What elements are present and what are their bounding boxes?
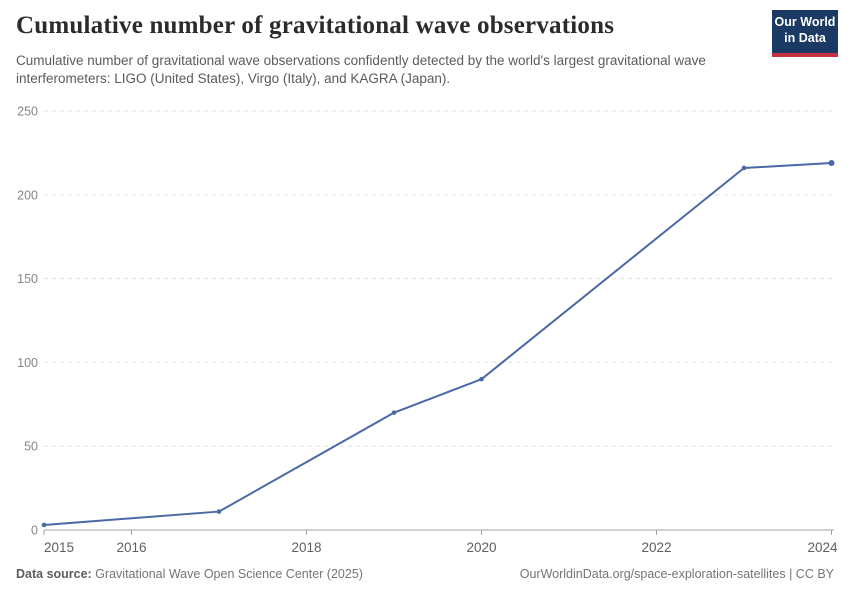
x-axis-tick-label: 2015: [44, 540, 74, 555]
chart-footer: Data source: Gravitational Wave Open Sci…: [16, 567, 834, 581]
x-axis-tick-label: 2022: [641, 540, 671, 555]
y-axis-tick-label: 200: [17, 188, 38, 202]
x-axis-tick-label: 2016: [116, 540, 146, 555]
y-axis-tick-label: 150: [17, 272, 38, 286]
x-axis-tick-label: 2020: [466, 540, 496, 555]
attribution-link[interactable]: OurWorldinData.org/space-exploration-sat…: [519, 567, 834, 581]
y-axis-tick-label: 100: [17, 356, 38, 370]
data-source-text: Gravitational Wave Open Science Center (…: [91, 567, 363, 581]
owid-logo[interactable]: Our World in Data: [772, 10, 838, 57]
data-point[interactable]: [828, 159, 835, 166]
y-axis-tick-label: 50: [24, 440, 38, 454]
owid-logo-line2: in Data: [784, 30, 826, 45]
chart-subtitle: Cumulative number of gravitational wave …: [16, 53, 706, 87]
y-axis-tick-label: 250: [17, 105, 38, 119]
data-point[interactable]: [216, 509, 222, 514]
data-line[interactable]: [43, 161, 833, 526]
data-point[interactable]: [391, 410, 397, 415]
data-source: Data source: Gravitational Wave Open Sci…: [16, 567, 363, 581]
line-chart-plot[interactable]: 0 50 100 150 200 250 2015 2016 2018 2020 2022 2024: [0, 95, 850, 565]
data-point[interactable]: [741, 165, 747, 171]
data-point[interactable]: [479, 376, 484, 382]
y-axis-tick-label: 0: [31, 524, 38, 538]
data-source-label: Data source:: [16, 567, 92, 581]
x-axis-tick-label: 2024: [807, 540, 838, 555]
data-point[interactable]: [41, 522, 47, 528]
chart-title: Cumulative number of gravitational wave …: [16, 12, 615, 39]
x-axis-tick-label: 2018: [291, 540, 321, 555]
owid-logo-line1: Our World: [774, 15, 836, 29]
